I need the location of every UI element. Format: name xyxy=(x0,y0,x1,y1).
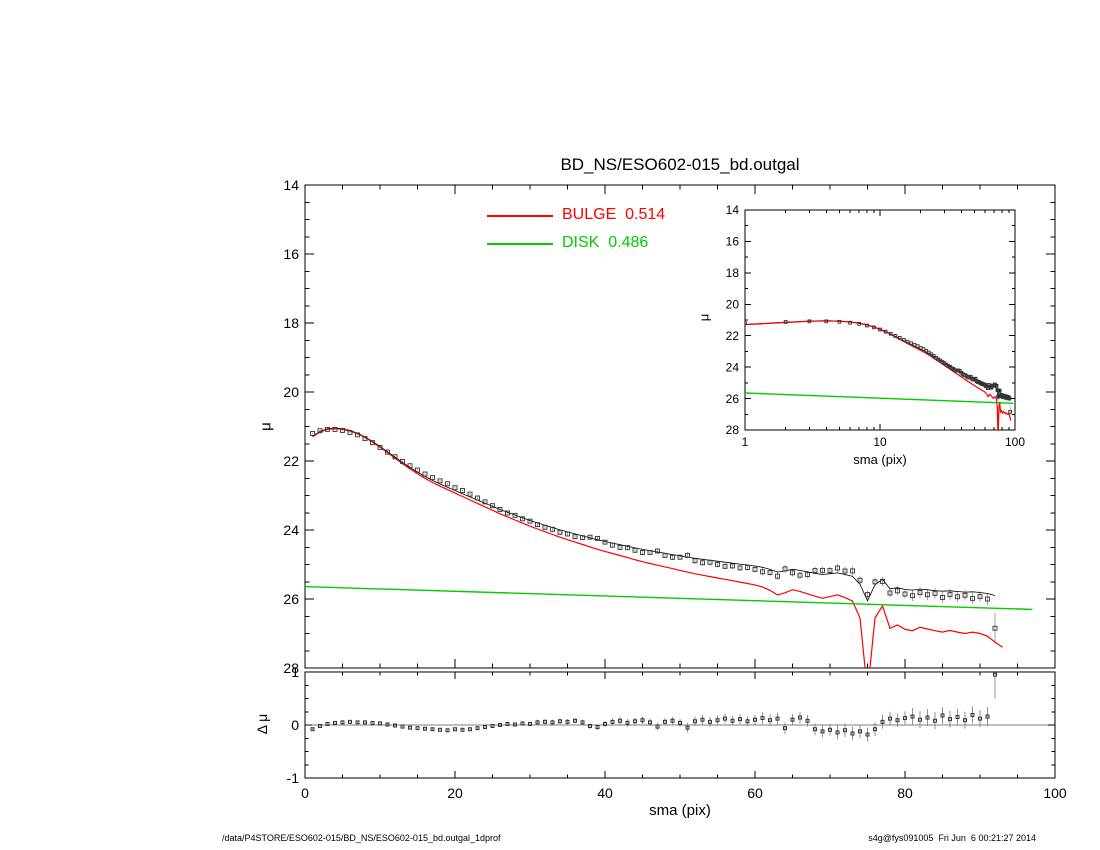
residual-y-axis-label: Δ μ xyxy=(254,713,270,735)
tick-label: 26 xyxy=(283,591,299,607)
tick-label: 22 xyxy=(726,329,740,343)
residual-series xyxy=(305,672,1055,742)
tick-label: 100 xyxy=(1005,435,1025,449)
tick-label: 0 xyxy=(301,785,309,801)
tick-label: 24 xyxy=(726,360,740,374)
footer-file-path: /data/P4STORE/ESO602-015/BD_NS/ESO602-01… xyxy=(222,833,501,843)
tick-label: 1 xyxy=(291,664,299,680)
tick-label: 1 xyxy=(742,435,749,449)
main-series xyxy=(305,426,1033,668)
tick-label: 20 xyxy=(283,384,299,400)
main-y-axis-label: μ xyxy=(257,422,275,431)
tick-label: 22 xyxy=(283,453,299,469)
inset-x-axis-label: sma (pix) xyxy=(853,452,907,467)
footer-user-timestamp: s4g@fys091005 Fri Jun 6 00:21:27 2014 xyxy=(868,833,1036,843)
inset-y-axis-label: μ xyxy=(696,313,712,322)
tick-label: 10 xyxy=(873,435,887,449)
tick-label: 100 xyxy=(1043,785,1067,801)
tick-label: 16 xyxy=(283,246,299,262)
tick-label: 80 xyxy=(897,785,913,801)
tick-label: 28 xyxy=(726,423,740,437)
inset-axes: 1 10 100 14 16 18 20 22 24 26 28 xyxy=(726,203,1026,449)
tick-label: 14 xyxy=(283,177,299,193)
x-axis-label: sma (pix) xyxy=(649,802,711,819)
tick-label: 20 xyxy=(726,297,740,311)
tick-label: 24 xyxy=(283,522,299,538)
legend-bulge-label: BULGE 0.514 xyxy=(562,206,666,223)
tick-label: 28 xyxy=(283,660,299,676)
tick-label: 18 xyxy=(726,266,740,280)
inset-series xyxy=(745,319,1014,430)
legend-bulge-line-sample xyxy=(487,215,553,217)
tick-label: 60 xyxy=(747,785,763,801)
tick-label: -1 xyxy=(287,770,300,786)
main-axes: 14 16 18 20 22 24 26 28 xyxy=(283,177,1056,676)
tick-label: 0 xyxy=(291,717,299,733)
legend-disk-label: DISK 0.486 xyxy=(562,234,649,251)
tick-label: 26 xyxy=(726,392,740,406)
tick-label: 16 xyxy=(726,235,740,249)
legend-disk-line-sample xyxy=(487,243,553,245)
tick-label: 40 xyxy=(597,785,613,801)
tick-label: 14 xyxy=(726,203,740,217)
tick-label: 20 xyxy=(447,785,463,801)
tick-label: 18 xyxy=(283,315,299,331)
plot-title: BD_NS/ESO602-015_bd.outgal xyxy=(560,155,800,174)
